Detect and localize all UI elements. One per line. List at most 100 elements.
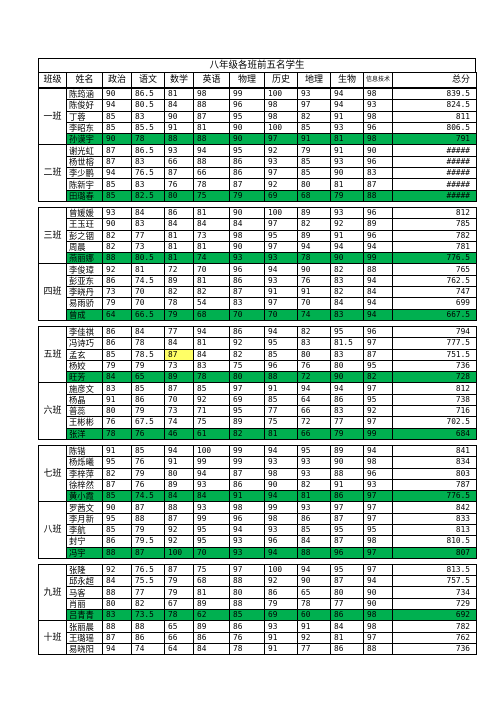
subject-score: 75 (264, 416, 298, 429)
student-name: 杨世榕 (66, 155, 103, 169)
subject-score: 91 (330, 110, 364, 123)
subject-score: 96 (363, 121, 393, 135)
total-score: ##### (392, 167, 477, 180)
total-score: 757.5 (392, 575, 477, 588)
student-row: 杨姣 79 79 73 83 75 96 76 80 95 736 (39, 359, 477, 373)
subject-score: 91 (330, 478, 364, 492)
subject-score: 86 (229, 167, 265, 180)
subject-score: 83 (131, 155, 165, 169)
subject-score: 82 (193, 286, 230, 299)
subject-score: 82 (229, 427, 265, 440)
subject-score: 80 (297, 348, 331, 361)
subject-score: 86 (193, 631, 230, 644)
subject-score: 100 (264, 121, 298, 135)
subject-score: 84 (297, 535, 331, 548)
subject-score: 91 (102, 444, 132, 458)
total-score: 736 (392, 642, 477, 656)
subject-score: 87 (363, 348, 393, 361)
subject-score: 92 (297, 631, 331, 644)
total-score: 738 (392, 393, 477, 407)
total-score: 842 (392, 501, 477, 514)
total-score: 813.5 (392, 563, 477, 577)
subject-score: 84 (193, 490, 230, 503)
subject-score: 98 (363, 87, 393, 101)
student-row: 马客 88 77 79 81 80 86 65 80 90 734 (39, 586, 477, 599)
subject-score: 88 (193, 133, 230, 146)
subject-score: 81 (131, 263, 165, 276)
subject-score: 85 (102, 110, 132, 123)
subject-score: 96 (330, 546, 364, 559)
subject-score: 79 (164, 308, 194, 321)
subject-score: 90 (330, 456, 364, 469)
subject-score: 90 (102, 501, 132, 514)
subject-score: 84 (330, 620, 364, 633)
student-row: 陈新宇 85 83 76 78 87 92 80 81 87 ##### (39, 178, 477, 191)
subject-score: 94 (363, 575, 393, 588)
subject-score: 98 (193, 87, 230, 101)
student-name: 杨姣 (66, 359, 103, 373)
subject-score: 78 (131, 133, 165, 146)
subject-score: 98 (264, 512, 298, 525)
subject-score: 87 (164, 512, 194, 525)
student-name: 邱永超 (66, 575, 103, 588)
student-name: 徐梓然 (66, 478, 103, 492)
subject-score: 95 (264, 229, 298, 242)
sheet-title: 八年级各班前五名学生 (38, 58, 476, 72)
subject-score: 71 (193, 405, 230, 418)
subject-score: 66.5 (131, 308, 165, 321)
subject-score: 81 (193, 240, 230, 254)
total-score: 810.5 (392, 535, 477, 548)
student-name: 彭之铟 (66, 229, 103, 242)
subject-score: 96 (229, 99, 265, 112)
student-name: 丁蓉 (66, 110, 103, 123)
subject-score: 98 (363, 620, 393, 633)
class-label: 一班 (38, 87, 67, 146)
subject-score: 81 (330, 133, 364, 146)
subject-score: 81 (193, 337, 230, 350)
student-row: 田璐春 85 82.5 80 75 79 69 68 79 88 ##### (39, 189, 477, 202)
subject-score: 86 (102, 325, 132, 339)
student-name: 李俊璋 (66, 263, 103, 276)
subject-score: 86 (131, 393, 165, 407)
subject-score: 76 (102, 416, 132, 429)
subject-score: 87 (164, 563, 194, 577)
student-row: 十班 张丽晨 88 88 65 89 86 93 91 84 98 782 (38, 620, 477, 656)
student-row: 吕青青 83 73.5 78 62 85 69 60 86 98 692 (39, 609, 477, 622)
total-score: 839.5 (392, 87, 477, 101)
subject-score: 91 (297, 286, 331, 299)
subject-score: 97 (363, 382, 393, 395)
total-score: 811 (392, 110, 477, 123)
student-row: 李晓丹 73 70 82 82 87 91 91 82 84 747 (39, 286, 477, 299)
column-header: 政治 (102, 72, 132, 88)
total-score: 794 (392, 325, 477, 339)
subject-score: 86 (330, 490, 364, 503)
subject-score: 95 (193, 523, 230, 537)
subject-score: 98 (363, 535, 393, 548)
subject-score: 93 (193, 478, 230, 492)
subject-score: 88 (363, 189, 393, 202)
subject-score: 81 (330, 178, 364, 191)
total-score: 791 (392, 133, 477, 146)
subject-score: 99 (229, 456, 265, 469)
student-name: 李佳祺 (66, 325, 103, 339)
column-header: 信息技术 (363, 72, 393, 88)
total-score: 765 (392, 263, 477, 276)
subject-score: 88 (297, 546, 331, 559)
subject-score: 82 (297, 478, 331, 492)
header-table: 班级 姓名 政治 语文 数学 英语 物理 历史 地理 生物 信息技术 总分 (38, 72, 477, 88)
subject-score: 90 (102, 87, 132, 101)
subject-score: 83 (102, 382, 132, 395)
subject-score: 86 (102, 274, 132, 288)
student-row: 李梓萍 82 79 80 94 87 98 93 88 96 803 (39, 467, 477, 480)
subject-score: 83 (131, 218, 165, 231)
student-row: 三班 曾媛媛 93 84 86 81 90 100 89 93 96 812 (38, 206, 477, 265)
subject-score: 93 (102, 206, 132, 220)
subject-score: 81 (297, 490, 331, 503)
subject-score: 87 (102, 155, 132, 169)
total-score: 803 (392, 467, 477, 480)
subject-score: 84 (164, 337, 194, 350)
subject-score: 87 (330, 512, 364, 525)
column-header: 生物 (330, 72, 364, 88)
subject-score: 54 (193, 297, 230, 310)
subject-score: 81 (193, 121, 230, 135)
